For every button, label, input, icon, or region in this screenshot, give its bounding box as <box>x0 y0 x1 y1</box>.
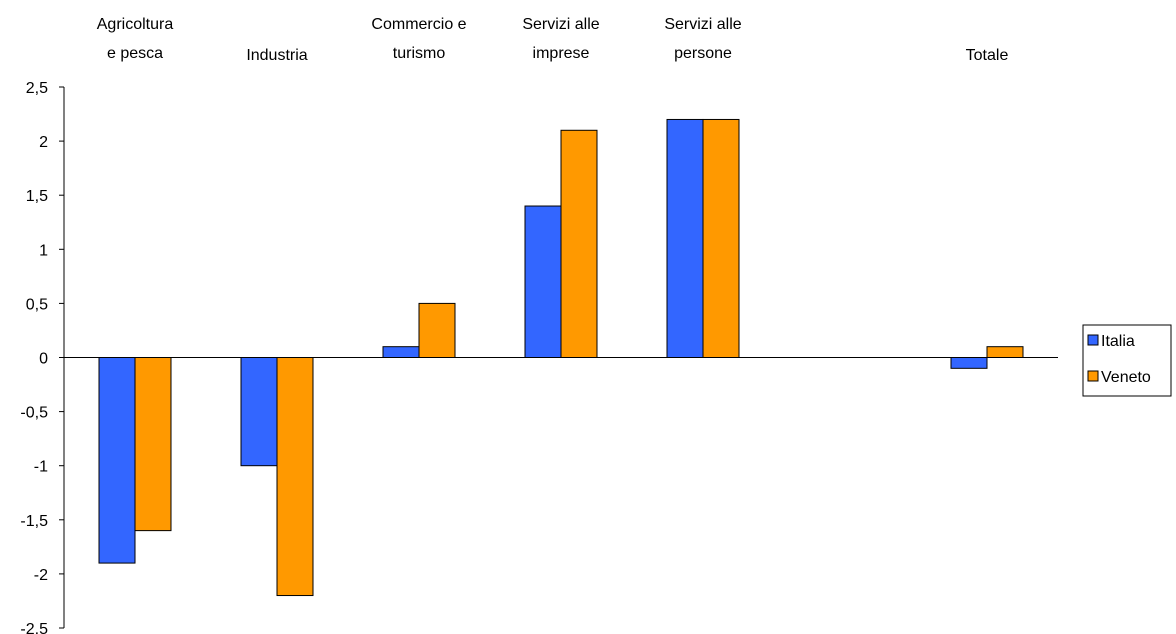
category-label: Servizi alle <box>522 16 599 33</box>
legend-label-italia: Italia <box>1101 333 1135 350</box>
legend-swatch-veneto <box>1087 370 1099 382</box>
legend-swatch-italia <box>1087 334 1099 346</box>
bar-italia <box>524 205 562 358</box>
y-tick-label: 2 <box>39 134 48 151</box>
y-tick-label: 1 <box>39 242 48 259</box>
legend-label-veneto: Veneto <box>1101 369 1151 386</box>
bar-veneto <box>276 357 314 597</box>
category-label: imprese <box>533 45 590 62</box>
category-labels: Agricoltura e pesca Industria Commercio e tu… <box>97 16 1009 64</box>
bar-veneto <box>418 302 456 358</box>
y-axis: 2,5 2 1,5 1 0,5 0 -0,5 -1 -1,5 -2 -2,5 <box>20 80 65 634</box>
y-tick-label: -1 <box>34 459 48 476</box>
bar-veneto <box>134 357 172 532</box>
category-label: Servizi alle <box>664 16 741 33</box>
category-label: e pesca <box>107 45 163 62</box>
bar-veneto <box>560 129 598 358</box>
y-tick-label: -2,5 <box>20 621 48 634</box>
y-tick-label: -1,5 <box>20 513 48 530</box>
y-tick-label: 0,5 <box>26 296 48 313</box>
category-label: Industria <box>246 47 307 64</box>
y-tick-label: 1,5 <box>26 188 48 205</box>
bar-veneto <box>702 118 740 358</box>
bars <box>98 118 1024 597</box>
bar-italia <box>240 357 278 467</box>
y-tick-label: 2,5 <box>26 80 48 97</box>
bar-italia <box>98 357 136 564</box>
bar-italia <box>950 357 988 369</box>
category-label: Agricoltura <box>97 16 174 33</box>
category-label: turismo <box>393 45 446 62</box>
bar-italia <box>382 346 420 358</box>
legend: Italia Veneto <box>1082 324 1172 397</box>
y-tick-label: -2 <box>34 567 48 584</box>
category-label: Commercio e <box>371 16 466 33</box>
category-label: Totale <box>966 47 1009 64</box>
category-label: persone <box>674 45 732 62</box>
y-tick-label: 0 <box>39 351 48 368</box>
bar-veneto <box>986 346 1024 358</box>
y-tick-label: -0,5 <box>20 405 48 422</box>
bar-italia <box>666 118 704 358</box>
